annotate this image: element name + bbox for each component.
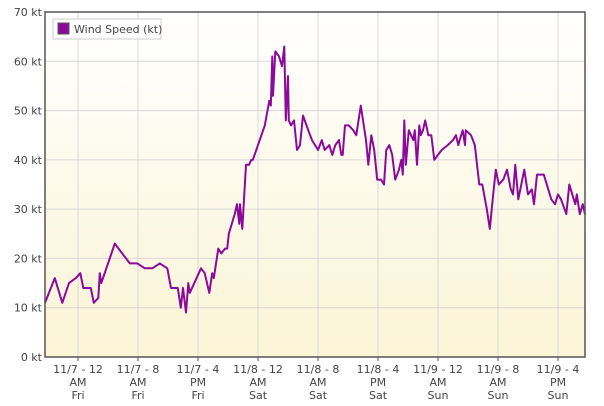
x-tick-label: 11/8 - 12 AM Sat (233, 363, 283, 402)
data-line (44, 45, 586, 314)
x-tick-label: 11/7 - 4 PM Fri (177, 363, 220, 402)
y-tick-label: 70 kt (14, 6, 43, 19)
y-tick-label: 0 kt (21, 351, 43, 364)
y-tick-label: 10 kt (14, 302, 43, 315)
legend: Wind Speed (kt) (52, 18, 162, 40)
x-tick-label: 11/9 - 8 AM Sun (477, 363, 520, 402)
x-tick-label: 11/8 - 8 AM Sat (297, 363, 340, 402)
plot-area (45, 12, 585, 357)
legend-swatch (57, 22, 70, 35)
legend-box (52, 18, 162, 40)
lines (44, 45, 586, 314)
grid (45, 11, 585, 358)
y-tick-label: 30 kt (14, 203, 43, 216)
y-tick-label: 50 kt (14, 105, 43, 118)
legend-label: Wind Speed (kt) (74, 23, 162, 36)
x-tick-label: 11/9 - 12 AM Sun (413, 363, 463, 402)
x-tick-label: 11/8 - 4 PM Sat (357, 363, 400, 402)
y-tick-label: 40 kt (14, 154, 43, 167)
y-tick-label: 20 kt (14, 252, 43, 265)
y-tick-label: 60 kt (14, 55, 43, 68)
x-tick-label: 11/9 - 4 PM Sun (537, 363, 580, 402)
x-tick-label: 11/7 - 8 AM Fri (117, 363, 160, 402)
x-tick-label: 11/7 - 12 AM Fri (53, 363, 103, 402)
plot-border (44, 11, 586, 358)
